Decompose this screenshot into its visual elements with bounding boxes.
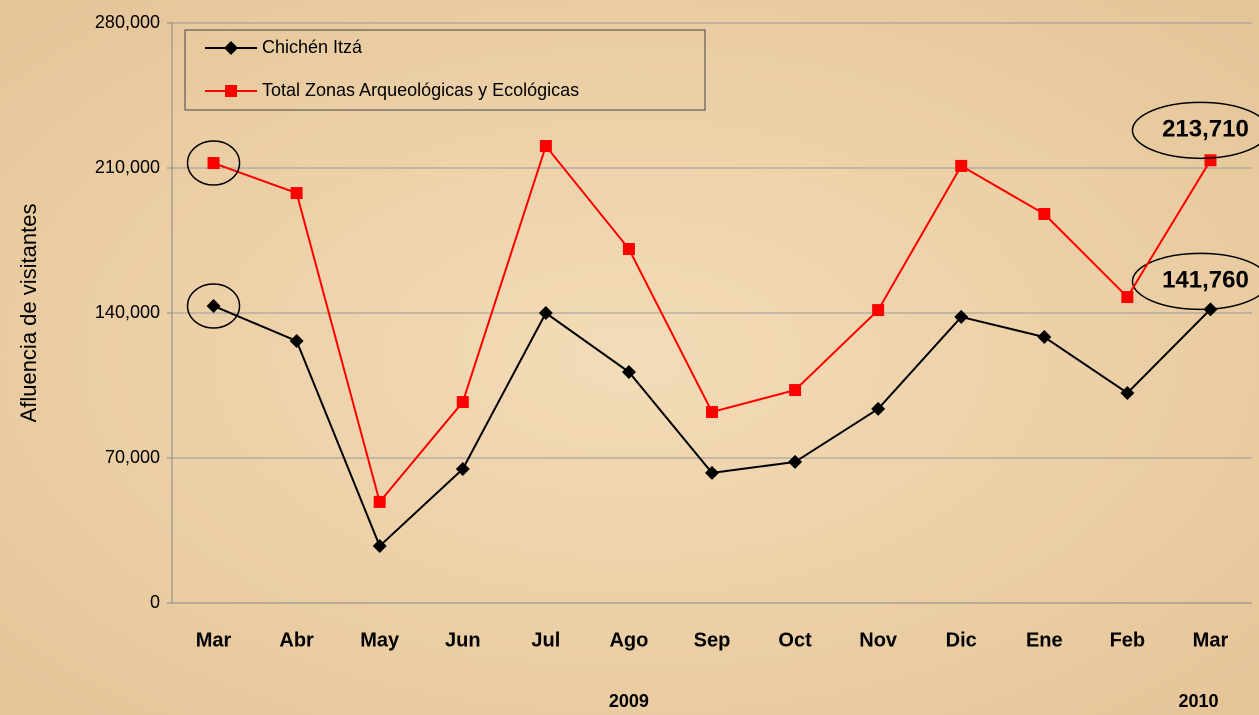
data-point	[1038, 207, 1051, 220]
x-tick-label: Jun	[445, 629, 481, 651]
data-point	[706, 406, 718, 419]
data-point	[1120, 385, 1135, 400]
data-point	[455, 461, 470, 476]
y-tick-label: 140,000	[95, 302, 160, 322]
year-label: 2009	[609, 691, 649, 711]
data-point	[788, 454, 803, 469]
x-tick-label: Ago	[609, 629, 648, 651]
data-point	[456, 396, 469, 409]
x-tick-label: Mar	[196, 629, 232, 651]
y-tick-label: 0	[150, 592, 160, 612]
data-point	[290, 187, 303, 200]
data-point	[705, 465, 719, 480]
year-label: 2010	[1178, 691, 1218, 711]
data-point	[622, 242, 635, 255]
data-label: 141,760	[1162, 267, 1249, 294]
y-tick-label: 210,000	[95, 157, 160, 177]
y-axis-label: Afluencia de visitantes	[16, 204, 41, 423]
data-point	[1037, 330, 1052, 345]
highlight-ellipse	[186, 140, 241, 186]
data-point	[207, 157, 220, 170]
legend-marker	[225, 85, 237, 97]
y-tick-label: 280,000	[95, 12, 160, 32]
data-point	[289, 333, 304, 348]
data-point	[206, 298, 221, 313]
legend-label: Chichén Itzá	[262, 37, 363, 57]
x-tick-label: Abr	[279, 629, 314, 651]
highlight-ellipse	[186, 283, 241, 329]
data-point	[1204, 154, 1217, 167]
x-tick-label: Sep	[694, 629, 731, 651]
data-point	[621, 365, 636, 380]
y-tick-label: 70,000	[105, 447, 160, 467]
x-tick-label: Oct	[778, 629, 812, 651]
x-tick-label: Ene	[1026, 629, 1063, 651]
data-point	[1121, 291, 1134, 304]
x-tick-label: Mar	[1193, 629, 1229, 651]
x-tick-label: May	[360, 629, 400, 651]
data-point	[954, 309, 969, 324]
x-tick-label: Jul	[531, 629, 560, 651]
x-tick-label: Feb	[1110, 629, 1146, 651]
legend-box	[184, 29, 706, 111]
data-point	[372, 539, 387, 554]
highlight-ellipse	[1131, 101, 1259, 160]
data-point	[789, 384, 802, 397]
highlight-ellipse	[1131, 252, 1259, 311]
data-point	[373, 495, 386, 508]
data-point	[955, 159, 968, 172]
data-point	[539, 140, 552, 153]
data-label: 213,710	[1162, 116, 1249, 143]
data-point	[871, 401, 886, 416]
data-point	[872, 304, 885, 317]
x-tick-label: Dic	[946, 629, 977, 651]
data-point	[538, 306, 553, 320]
x-tick-label: Nov	[859, 629, 898, 651]
legend-marker	[224, 41, 238, 55]
legend-label: Total Zonas Arqueológicas y Ecológicas	[262, 80, 579, 100]
